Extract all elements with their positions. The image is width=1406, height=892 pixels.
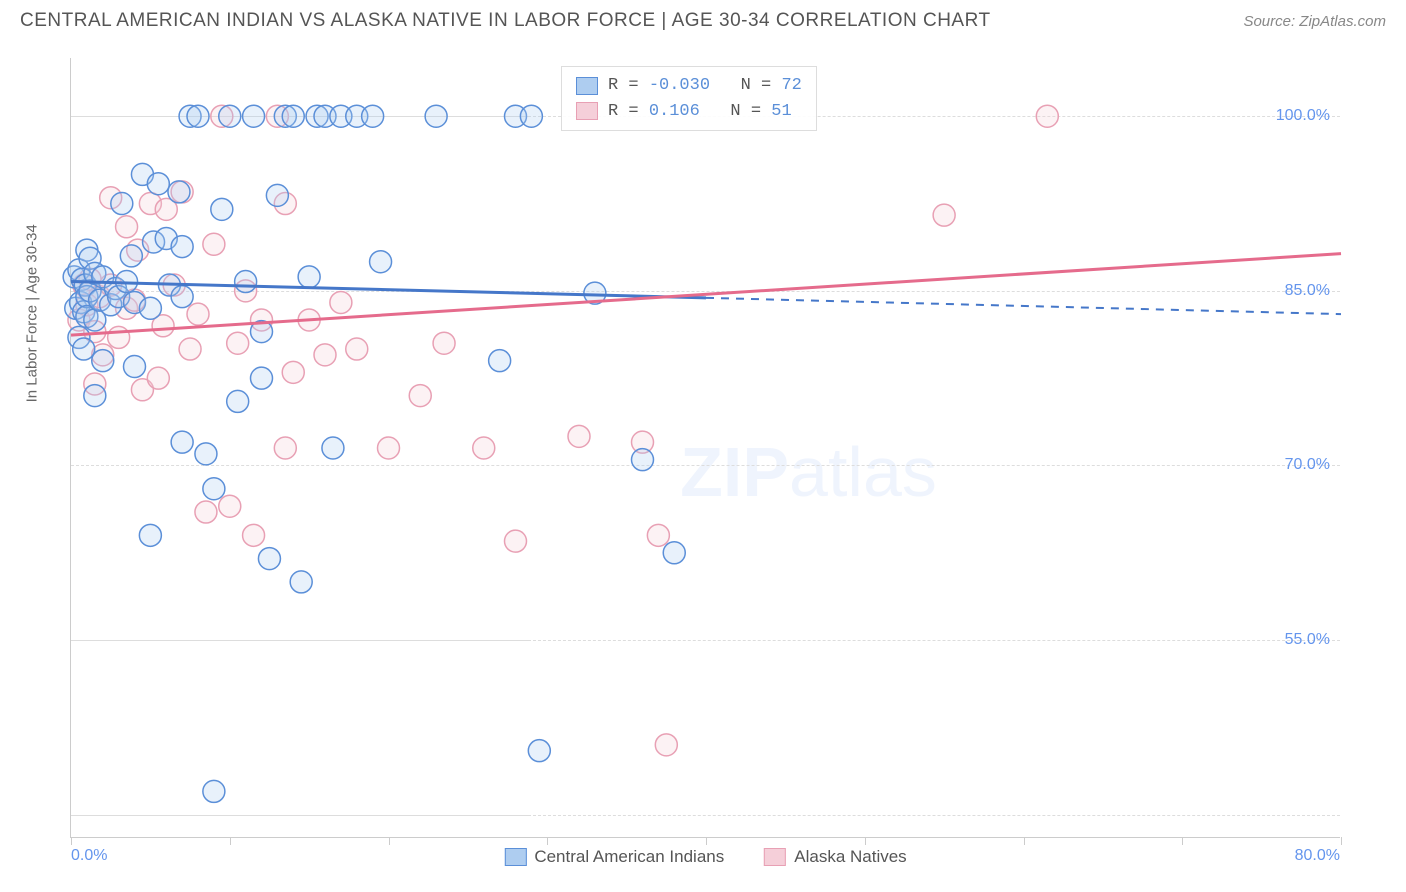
data-point xyxy=(203,233,225,255)
data-point xyxy=(433,332,455,354)
x-tick xyxy=(1182,837,1183,845)
data-point xyxy=(647,524,669,546)
data-point xyxy=(92,350,114,372)
legend-swatch xyxy=(504,848,526,866)
trend-line xyxy=(71,254,1341,335)
data-point xyxy=(266,184,288,206)
legend-item: Central American Indians xyxy=(504,847,724,867)
series-legend: Central American Indians Alaska Natives xyxy=(504,847,906,867)
data-point xyxy=(933,204,955,226)
legend-stat: R = 0.106 N = 51 xyxy=(608,99,792,125)
data-point xyxy=(632,449,654,471)
data-point xyxy=(73,338,95,360)
data-point xyxy=(409,385,431,407)
data-point xyxy=(84,385,106,407)
data-point xyxy=(505,530,527,552)
data-point xyxy=(120,245,142,267)
chart-area: In Labor Force | Age 30-34 ZIPatlas 55.0… xyxy=(50,48,1370,838)
data-point xyxy=(362,105,384,127)
x-tick xyxy=(1341,837,1342,845)
data-point xyxy=(195,443,217,465)
data-point xyxy=(124,356,146,378)
data-point xyxy=(203,780,225,802)
legend-item: Alaska Natives xyxy=(764,847,906,867)
data-point xyxy=(171,286,193,308)
data-point xyxy=(187,105,209,127)
data-point xyxy=(187,303,209,325)
data-point xyxy=(370,251,392,273)
chart-header: CENTRAL AMERICAN INDIAN VS ALASKA NATIVE… xyxy=(0,0,1406,37)
x-tick-label: 0.0% xyxy=(71,847,107,865)
data-point xyxy=(330,291,352,313)
data-point xyxy=(655,734,677,756)
data-point xyxy=(258,548,280,570)
data-point xyxy=(378,437,400,459)
legend-swatch xyxy=(576,77,598,95)
data-point xyxy=(251,367,273,389)
y-axis-label: In Labor Force | Age 30-34 xyxy=(24,224,41,402)
data-point xyxy=(227,390,249,412)
data-point xyxy=(1036,105,1058,127)
data-point xyxy=(663,542,685,564)
data-point xyxy=(116,216,138,238)
x-tick xyxy=(706,837,707,845)
data-point xyxy=(139,524,161,546)
data-point xyxy=(179,338,201,360)
correlation-legend: R = -0.030 N = 72R = 0.106 N = 51 xyxy=(561,66,817,131)
data-point xyxy=(147,367,169,389)
data-point xyxy=(528,740,550,762)
data-point xyxy=(274,437,296,459)
data-point xyxy=(227,332,249,354)
x-tick xyxy=(230,837,231,845)
data-point xyxy=(195,501,217,523)
data-point xyxy=(346,338,368,360)
data-point xyxy=(520,105,542,127)
legend-stat: R = -0.030 N = 72 xyxy=(608,73,802,99)
trend-line-dashed xyxy=(706,298,1341,314)
data-point xyxy=(425,105,447,127)
data-point xyxy=(211,198,233,220)
data-point xyxy=(489,350,511,372)
data-point xyxy=(139,297,161,319)
data-point xyxy=(282,361,304,383)
data-point xyxy=(243,524,265,546)
data-point xyxy=(568,425,590,447)
data-point xyxy=(473,437,495,459)
data-point xyxy=(235,271,257,293)
data-point xyxy=(322,437,344,459)
x-tick xyxy=(1024,837,1025,845)
data-point xyxy=(168,181,190,203)
data-point xyxy=(203,478,225,500)
legend-swatch xyxy=(764,848,786,866)
plot-region: ZIPatlas 55.0%70.0%85.0%100.0%0.0%80.0%R… xyxy=(70,58,1340,838)
data-point xyxy=(298,266,320,288)
x-tick xyxy=(389,837,390,845)
plot-svg xyxy=(71,58,1341,838)
data-point xyxy=(243,105,265,127)
x-tick xyxy=(547,837,548,845)
x-tick-label: 80.0% xyxy=(1295,847,1340,865)
x-tick xyxy=(71,837,72,845)
x-tick xyxy=(865,837,866,845)
legend-row: R = 0.106 N = 51 xyxy=(576,99,802,125)
data-point xyxy=(171,236,193,258)
data-point xyxy=(219,495,241,517)
data-point xyxy=(147,173,169,195)
legend-label: Alaska Natives xyxy=(794,847,906,867)
data-point xyxy=(219,105,241,127)
legend-label: Central American Indians xyxy=(534,847,724,867)
data-point xyxy=(290,571,312,593)
data-point xyxy=(108,326,130,348)
source-attribution: Source: ZipAtlas.com xyxy=(1243,13,1386,30)
data-point xyxy=(314,344,336,366)
data-point xyxy=(111,193,133,215)
legend-row: R = -0.030 N = 72 xyxy=(576,73,802,99)
legend-swatch xyxy=(576,102,598,120)
data-point xyxy=(171,431,193,453)
data-point xyxy=(282,105,304,127)
chart-title: CENTRAL AMERICAN INDIAN VS ALASKA NATIVE… xyxy=(20,10,991,32)
